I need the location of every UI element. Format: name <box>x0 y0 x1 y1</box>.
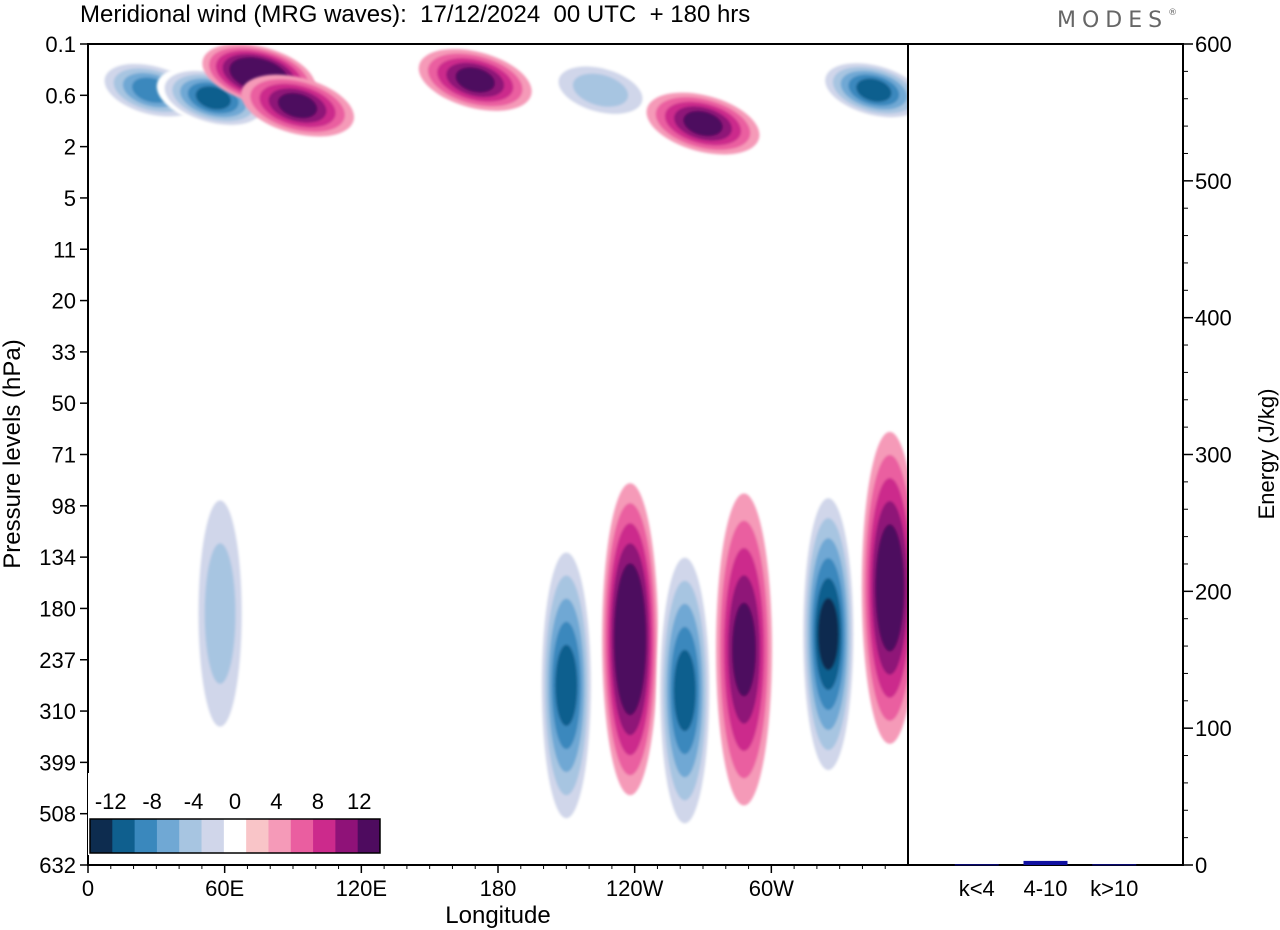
y-tick-label: 2 <box>64 135 76 160</box>
contour-level <box>732 602 756 697</box>
colorbar: -12 -8 -4 0 4 8 12 <box>88 773 382 855</box>
colorbar-label: -4 <box>184 789 204 814</box>
colorbar-swatch <box>223 819 247 853</box>
y-tick-label: 0.1 <box>45 32 76 57</box>
x-tick-label: 0 <box>82 876 94 901</box>
y-tick-label: 0.6 <box>45 83 76 108</box>
wind-anomaly-positive <box>716 493 772 806</box>
energy-tick-label: 200 <box>1195 579 1232 604</box>
wind-anomaly-positive <box>861 431 908 744</box>
wind-anomaly-negative <box>800 478 857 791</box>
chart-title: Meridional wind (MRG waves): 17/12/2024 … <box>80 1 751 28</box>
contour-level <box>878 547 901 629</box>
y-tick-label: 180 <box>39 596 76 621</box>
x-axis-label: Longitude <box>445 902 550 929</box>
y-tick-label: 310 <box>39 699 76 724</box>
heatmap-field <box>95 44 908 847</box>
colorbar-label: 12 <box>347 789 371 814</box>
y-tick-label: 5 <box>64 186 76 211</box>
colorbar-label: 8 <box>312 789 324 814</box>
y-tick-label: 20 <box>52 289 76 314</box>
wind-anomaly-negative <box>544 59 657 122</box>
y-tick-label: 632 <box>39 853 76 878</box>
y-tick-label: 71 <box>52 443 76 468</box>
energy-bars <box>954 860 1137 866</box>
energy-axis-label: Energy (J/kg) <box>1254 389 1279 520</box>
y-tick-label: 33 <box>52 340 76 365</box>
colorbar-swatch <box>313 819 336 853</box>
brand-text: MODES <box>1057 8 1169 33</box>
wind-anomaly-positive <box>646 92 760 155</box>
contour-level <box>572 73 629 107</box>
colorbar-label: -8 <box>142 789 162 814</box>
contour-level <box>455 67 495 93</box>
energy-category-label: 4-10 <box>1023 876 1067 901</box>
y-tick-label: 134 <box>39 545 76 570</box>
energy-tick-label: 100 <box>1195 716 1232 741</box>
wind-anomaly-negative <box>817 59 908 122</box>
energy-tick-label: 300 <box>1195 443 1232 468</box>
colorbar-swatch <box>112 819 136 853</box>
x-tick-label: 60E <box>205 876 244 901</box>
x-tick-label: 120W <box>606 876 664 901</box>
contour-level <box>195 86 231 110</box>
wind-anomaly-positive <box>418 48 532 111</box>
y-tick-label: 98 <box>52 494 76 519</box>
y-tick-label: 508 <box>39 802 76 827</box>
wind-anomaly-negative <box>192 457 249 770</box>
axes: 0.1 0.6 2 5 11 20 33 50 71 98 134 180 237 310 399 508 63… <box>39 32 1231 901</box>
energy-panel-frame <box>907 43 1184 866</box>
energy-tick-label: 600 <box>1195 32 1232 57</box>
y-axis-label: Pressure levels (hPa) <box>0 339 26 568</box>
contour-level <box>555 644 578 727</box>
wind-anomaly-negative <box>538 529 595 842</box>
colorbar-swatch <box>290 819 314 853</box>
brand-mark: ® <box>1168 8 1178 18</box>
colorbar-swatch <box>134 819 158 853</box>
colorbar-swatch <box>268 819 292 853</box>
brand-logo: MODES® <box>1057 8 1177 33</box>
colorbar-swatch <box>201 819 225 853</box>
x-tick-label: 180 <box>480 876 517 901</box>
energy-category-label: k>10 <box>1090 876 1138 901</box>
x-tick-label: 60W <box>749 876 794 901</box>
colorbar-label: -12 <box>95 789 127 814</box>
energy-tick-label: 400 <box>1195 306 1232 331</box>
energy-tick-label: 0 <box>1195 853 1207 878</box>
wind-anomaly-positive <box>602 483 659 796</box>
contour-level <box>856 78 892 102</box>
energy-category-label: k<4 <box>959 876 995 901</box>
colorbar-label: 4 <box>270 789 282 814</box>
contour-level <box>683 110 723 137</box>
y-tick-label: 50 <box>52 391 76 416</box>
energy-bar <box>1092 864 1137 866</box>
contour-level <box>204 543 236 684</box>
colorbar-swatch <box>335 819 359 853</box>
x-tick-label: 120E <box>336 876 387 901</box>
energy-tick-label: 500 <box>1195 169 1232 194</box>
energy-bar <box>1023 860 1068 865</box>
colorbar-swatch <box>357 819 381 853</box>
wind-anomaly-positive <box>241 74 355 137</box>
y-tick-label: 399 <box>39 750 76 775</box>
energy-bar <box>954 864 999 866</box>
colorbar-frame <box>89 818 381 854</box>
wind-anomaly-negative <box>656 534 713 847</box>
colorbar-swatch <box>246 819 269 853</box>
contour-level <box>277 92 318 119</box>
contour-level <box>619 603 641 676</box>
y-tick-label: 237 <box>39 648 76 673</box>
y-tick-label: 11 <box>53 237 76 262</box>
colorbar-swatch <box>90 819 113 853</box>
colorbar-swatch <box>156 819 180 853</box>
contour-level <box>817 598 839 671</box>
colorbar-swatch <box>179 819 203 853</box>
colorbar-label: 0 <box>229 789 241 814</box>
contour-level <box>673 649 696 732</box>
